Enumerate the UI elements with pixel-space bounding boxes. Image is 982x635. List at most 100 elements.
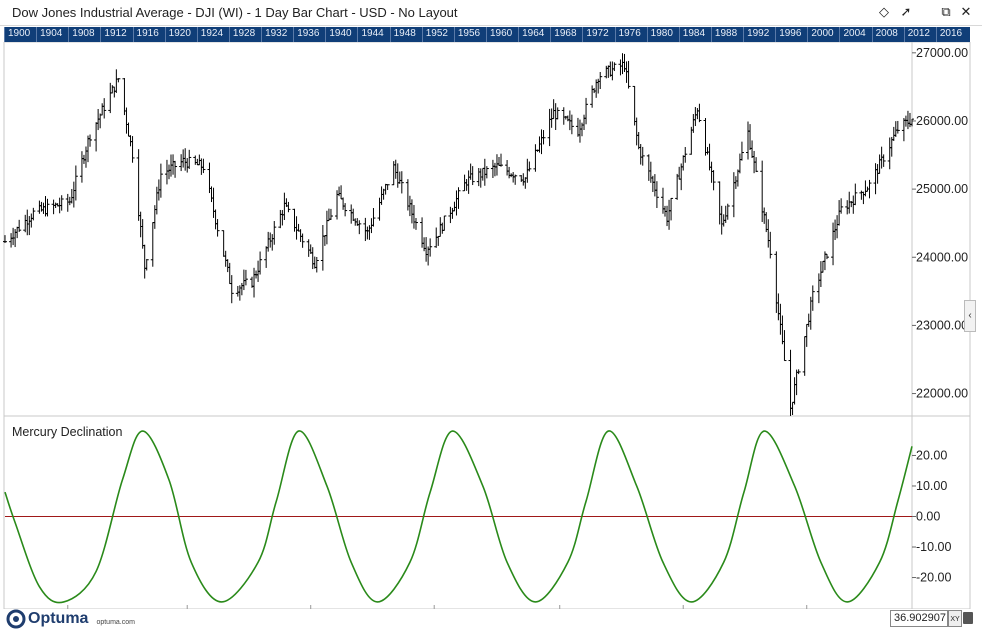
price-bar [499,153,504,167]
year-strip-tick [389,27,391,42]
year-strip-label[interactable]: 1960 [490,28,513,39]
year-strip-label[interactable]: 1948 [393,28,416,39]
year-strip-label[interactable]: 1964 [522,28,545,39]
price-bar [395,163,400,188]
price-bar [179,154,184,172]
chart-area[interactable]: 22000.00 23000.00 24000.00 25000.00 26000.00… [0,42,982,609]
price-bar [551,99,556,120]
price-bar [539,129,544,155]
restore-icon[interactable]: ⧉ [941,4,951,19]
year-strip-label[interactable]: 1912 [104,28,127,39]
year-strip-label[interactable]: 1928 [232,28,256,39]
price-bar [53,202,58,208]
price-bar [337,186,342,197]
price-bar [29,213,34,228]
price-bar [294,216,299,240]
price-bar [816,273,821,304]
price-bar [438,217,443,237]
year-strip-label[interactable]: 1976 [618,28,641,39]
price-bar [280,210,285,226]
year-strip-label[interactable]: 1988 [714,28,738,39]
chart-frame [3,42,971,609]
price-bar [806,313,811,327]
year-strip-label[interactable]: 2016 [939,28,963,39]
year-strip-label[interactable]: 1924 [200,28,224,39]
year-strip-label[interactable]: 1904 [40,28,63,39]
year-strip-label[interactable]: 1980 [650,28,673,39]
price-bar [25,209,30,236]
price-bar [537,136,542,153]
price-bar [853,183,858,206]
price-bar [584,97,589,125]
price-bar [733,176,738,189]
year-strip-label[interactable]: 1952 [425,28,448,39]
price-bar [695,108,700,120]
year-strip-tick [36,27,38,42]
year-strip-tick [453,27,455,42]
price-bar [782,330,787,362]
price-bar [413,218,418,230]
price-bar [845,200,850,215]
price-bar [669,197,674,221]
price-bar [67,196,72,206]
price-bar [229,275,234,304]
year-strip-label[interactable]: 1984 [682,28,706,39]
price-bar [705,146,710,155]
year-strip-label[interactable]: 1940 [329,28,352,39]
year-strip-tick [164,27,166,42]
year-strip-label[interactable]: 1968 [554,28,577,39]
price-bar [835,215,840,239]
year-strip-label[interactable]: 1908 [72,28,95,39]
year-strip-label[interactable]: 1932 [265,28,288,39]
price-bar [324,210,329,245]
year-strip-label[interactable]: 1920 [168,28,191,39]
price-bar [867,179,872,199]
logo-text: Optuma [28,610,89,627]
year-strip-label[interactable]: 1956 [457,28,481,39]
diamond-icon[interactable]: ◇ [879,4,889,19]
price-bar [569,114,574,135]
price-bar [27,216,32,236]
price-bar [780,315,785,345]
xy-button[interactable]: XY [948,610,962,627]
price-bar [638,144,643,165]
price-bar [901,118,906,142]
year-strip-label[interactable]: 2012 [907,28,930,39]
year-strip-label[interactable]: 2004 [843,28,866,39]
price-bar [492,162,497,177]
close-icon[interactable]: ✕ [960,4,972,19]
price-bar [102,98,107,119]
year-strip-label[interactable]: 1992 [747,28,770,39]
year-strip-label[interactable]: 1936 [297,28,320,39]
price-bar [523,177,528,189]
lock-icon[interactable] [963,612,973,624]
price-bar [407,195,412,217]
price-bar [847,191,852,214]
price-bar [466,170,471,194]
price-bar [837,200,842,226]
year-strip-label[interactable]: 1972 [586,28,609,39]
year-navigator-strip[interactable]: 1900 1904 1908 1912 1916 1920 1924 1928 1932 1936… [4,27,970,42]
price-bar [754,157,759,173]
year-strip-label[interactable]: 2000 [811,28,834,39]
year-strip-label[interactable]: 1996 [779,28,802,39]
pin-icon[interactable]: ➚ [900,4,912,19]
year-strip-tick [903,27,905,42]
price-bar [130,136,135,163]
price-y-tick-label: 22000.00 [916,387,968,401]
price-bar [452,201,457,212]
price-bar [650,175,655,192]
year-strip-tick [486,27,487,42]
price-bar [110,85,115,94]
price-bar [448,206,453,224]
price-bar [802,336,807,376]
year-strip-label[interactable]: 1900 [8,28,31,39]
year-strip-label[interactable]: 2008 [875,28,898,39]
year-strip-tick [293,27,295,42]
collapse-panel-tab[interactable]: ‹ [964,300,976,332]
price-bar [794,369,799,396]
year-strip-label[interactable]: 1944 [361,28,384,39]
price-bar [320,225,325,271]
year-strip-label[interactable]: 1916 [136,28,159,39]
mercury-y-tick-label: 10.00 [916,479,947,493]
